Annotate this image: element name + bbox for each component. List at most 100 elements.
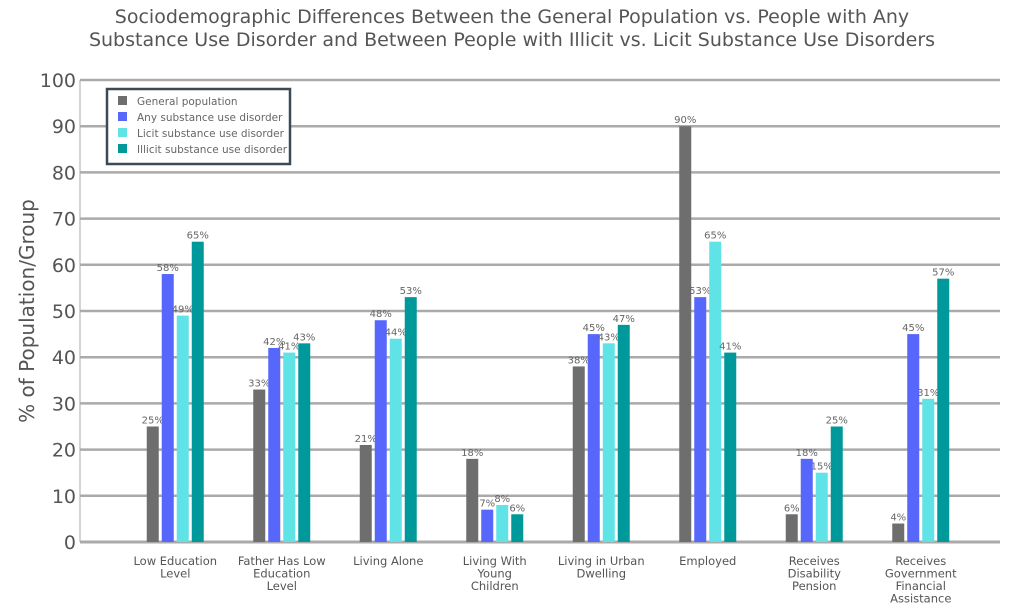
bar (587, 334, 600, 542)
chart-title: Sociodemographic Differences Between the… (0, 6, 1024, 52)
data-label: 65% (704, 231, 726, 242)
bar (191, 241, 204, 542)
y-tick-label: 20 (52, 440, 76, 462)
x-tick-label: Education (253, 567, 310, 581)
data-label: 18% (796, 448, 818, 459)
x-tick-label: Pension (792, 579, 836, 593)
bar (466, 458, 479, 542)
bar (679, 126, 692, 542)
y-tick-label: 70 (52, 209, 76, 231)
data-label: 6% (784, 503, 800, 514)
legend-label: General population (137, 96, 238, 108)
bar (815, 472, 828, 542)
data-label: 25% (826, 416, 848, 427)
data-label: 8% (494, 494, 510, 505)
y-tick-label: 40 (52, 347, 76, 369)
bar (161, 274, 174, 542)
data-label: 57% (932, 268, 954, 279)
data-label: 47% (613, 314, 635, 325)
bar (907, 334, 920, 542)
y-tick-label: 10 (52, 486, 76, 508)
bar (298, 343, 311, 542)
data-label: 31% (917, 388, 939, 399)
data-label: 15% (811, 462, 833, 473)
y-tick-label: 100 (40, 70, 76, 92)
data-label: 6% (509, 503, 525, 514)
data-label: 41% (278, 342, 300, 353)
data-label: 4% (890, 513, 906, 524)
bar (937, 278, 950, 542)
bar (481, 509, 494, 542)
y-tick-label: 50 (52, 301, 76, 323)
x-tick-label: Dwelling (576, 567, 626, 581)
y-tick-label: 0 (64, 532, 76, 554)
y-tick-label: 60 (52, 255, 76, 277)
data-label: 41% (719, 342, 741, 353)
x-tick-label: Disability (788, 567, 841, 581)
bar (283, 352, 296, 542)
legend-box (105, 87, 292, 166)
bar (404, 297, 417, 542)
bar (496, 505, 509, 542)
data-label: 48% (370, 309, 392, 320)
x-tick-label: Level (160, 567, 190, 581)
x-tick-label: Children (471, 579, 519, 593)
bar (511, 514, 524, 542)
x-tick-label: Employed (679, 554, 736, 568)
x-tick-label: Living Alone (353, 554, 423, 568)
data-label: 43% (293, 332, 315, 343)
y-tick-label: 30 (52, 393, 76, 415)
bar (785, 514, 798, 542)
data-label: 25% (142, 416, 164, 427)
bar (359, 444, 372, 542)
x-tick-label: Receives (895, 554, 946, 568)
x-tick-label: Father Has Low (238, 554, 326, 568)
data-label: 44% (385, 328, 407, 339)
chart-title-line: Substance Use Disorder and Between Peopl… (88, 29, 936, 51)
x-tick-label: Living With (463, 554, 527, 568)
data-label: 7% (479, 499, 495, 510)
legend-label: Licit substance use disorder (137, 128, 285, 140)
y-tick-label: 90 (52, 116, 76, 138)
bar (268, 347, 281, 542)
bar (389, 338, 402, 542)
data-label: 18% (461, 448, 483, 459)
bar (146, 426, 159, 542)
bar (694, 297, 707, 542)
x-tick-label: Financial (896, 579, 946, 593)
bar (374, 320, 387, 542)
data-label: 38% (568, 355, 590, 366)
y-axis-title: % of Population/Group (15, 199, 39, 423)
bar (830, 426, 843, 542)
data-label: 53% (400, 286, 422, 297)
bar (572, 366, 585, 542)
data-label: 58% (157, 263, 179, 274)
data-label: 42% (263, 337, 285, 348)
x-tick-label: Assistance (890, 592, 951, 606)
x-tick-label: Level (267, 579, 297, 593)
legend-swatch (118, 96, 127, 105)
data-label: 33% (248, 379, 270, 390)
bar (617, 324, 630, 542)
bar (724, 352, 737, 542)
legend-label: Illicit substance use disorder (137, 144, 288, 156)
x-tick-label: Young (477, 567, 512, 581)
bar (253, 389, 266, 542)
x-tick-label: Living in Urban (558, 554, 645, 568)
data-label: 45% (902, 323, 924, 334)
bar (892, 523, 905, 542)
legend-swatch (118, 128, 127, 137)
data-label: 43% (598, 332, 620, 343)
x-tick-label: Government (885, 567, 957, 581)
bar (602, 343, 615, 542)
data-label: 45% (583, 323, 605, 334)
data-label: 65% (187, 231, 209, 242)
y-tick-label: 80 (52, 162, 76, 184)
bar (800, 458, 813, 542)
chart-title-line: Sociodemographic Differences Between the… (114, 6, 910, 28)
bar (176, 315, 189, 542)
x-tick-label: Low Education (133, 554, 217, 568)
legend-swatch (118, 112, 127, 121)
data-label: 90% (674, 115, 696, 126)
